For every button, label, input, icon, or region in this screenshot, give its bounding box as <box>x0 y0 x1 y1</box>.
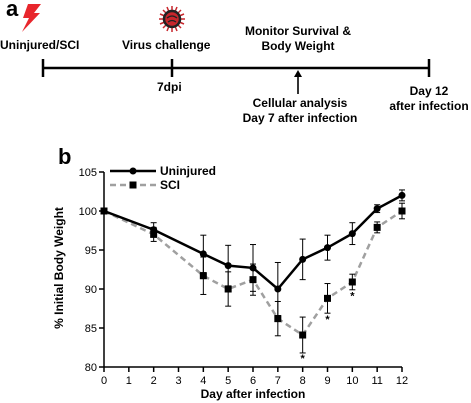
significance-asterisk: * <box>350 291 355 303</box>
x-tick-label: 9 <box>324 375 330 387</box>
panel-label-a: a <box>6 0 19 21</box>
x-tick-label: 8 <box>300 375 306 387</box>
arrow-up-icon <box>294 70 302 94</box>
y-axis-ticks: 80 85 90 95 100 105 <box>79 167 104 374</box>
lightning-bolt-icon <box>22 4 41 32</box>
legend-marker <box>129 181 137 189</box>
data-point <box>199 250 207 258</box>
data-point <box>274 315 282 323</box>
y-tick-label: 105 <box>79 167 97 179</box>
data-point <box>299 331 307 339</box>
series-layer <box>100 189 406 354</box>
x-tick-label: 7 <box>275 375 281 387</box>
timeline-start-label: Uninjured/SCI <box>0 38 80 52</box>
x-tick-label: 6 <box>250 375 256 387</box>
x-tick-label: 4 <box>200 375 206 387</box>
x-tick-label: 12 <box>396 375 408 387</box>
data-point <box>373 205 381 213</box>
data-point <box>100 207 108 215</box>
virus-icon <box>159 6 185 32</box>
significance-asterisk: * <box>325 314 330 326</box>
data-point <box>224 262 232 270</box>
significance-annotations: * * * <box>301 291 356 365</box>
data-point <box>373 223 381 231</box>
legend-label-sci: SCI <box>160 178 180 192</box>
timeline <box>41 59 431 77</box>
timeline-cellular-label: Cellular analysis Day 7 after infection <box>236 96 364 126</box>
timeline-monitor-line1: Monitor Survival & <box>244 24 351 38</box>
x-tick-label: 3 <box>175 375 181 387</box>
timeline-monitor-label: Monitor Survival & Body Weight <box>232 24 364 54</box>
panel-label-b: b <box>58 144 72 169</box>
x-tick-label: 2 <box>151 375 157 387</box>
x-axis-ticks: 0 1 2 3 4 5 6 7 8 9 10 11 12 <box>101 367 408 387</box>
y-tick-label: 100 <box>79 206 97 218</box>
timeline-virus-label: Virus challenge <box>122 38 211 52</box>
y-tick-label: 95 <box>85 245 97 257</box>
series-uninjured <box>100 189 406 317</box>
timeline-cellular-line1: Cellular analysis <box>252 96 348 110</box>
timeline-end-line2: after infection <box>389 99 469 113</box>
data-point <box>348 278 356 286</box>
data-point <box>199 272 207 280</box>
data-point <box>249 264 257 272</box>
data-point <box>299 255 307 263</box>
x-tick-label: 0 <box>101 375 107 387</box>
y-tick-label: 80 <box>85 362 97 374</box>
data-point <box>398 207 406 215</box>
timeline-end-label: Day 12 after infection <box>386 84 471 114</box>
data-point <box>150 226 158 234</box>
data-point <box>324 294 331 302</box>
data-point <box>324 244 331 252</box>
data-point <box>274 285 282 293</box>
significance-asterisk: * <box>301 353 306 365</box>
x-tick-label: 11 <box>371 375 382 387</box>
x-axis-title: Day after infection <box>201 387 306 401</box>
timeline-end-line1: Day 12 <box>409 84 449 98</box>
x-tick-label: 1 <box>126 375 132 387</box>
data-point <box>224 285 232 293</box>
data-point <box>348 230 356 238</box>
y-tick-label: 85 <box>85 323 97 335</box>
x-tick-label: 10 <box>346 375 358 387</box>
y-axis-title: % Initial Body Weight <box>52 207 66 329</box>
legend-marker <box>129 167 137 175</box>
legend-label-uninjured: Uninjured <box>160 164 216 178</box>
timeline-virus-day-label: 7dpi <box>157 80 182 94</box>
x-tick-label: 5 <box>225 375 231 387</box>
data-point <box>398 191 406 199</box>
timeline-cellular-line2: Day 7 after infection <box>242 111 358 125</box>
y-tick-label: 90 <box>85 284 97 296</box>
timeline-monitor-line2: Body Weight <box>261 39 335 53</box>
